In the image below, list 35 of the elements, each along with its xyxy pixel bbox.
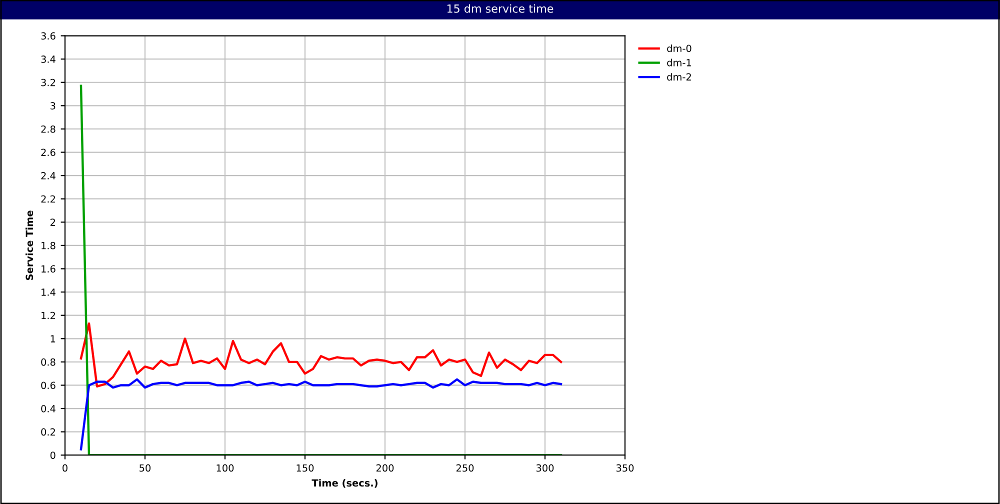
legend-label: dm-0 [667, 44, 692, 52]
y-tick-label: 3.2 [41, 78, 55, 86]
y-tick-label: 3.6 [41, 32, 56, 40]
y-tick-label: 0 [50, 452, 56, 459]
x-tick-label: 250 [456, 464, 474, 472]
x-tick-label: 0 [62, 464, 68, 472]
y-tick-label: 2.8 [41, 125, 56, 133]
x-tick-label: 300 [536, 464, 554, 472]
legend-label: dm-1 [667, 58, 692, 66]
y-tick-label: 3 [50, 102, 56, 110]
y-tick-label: 1.4 [42, 288, 56, 296]
y-tick-label: 1.6 [42, 265, 56, 273]
y-tick-label: 1.8 [42, 242, 56, 250]
y-tick-label: 3.4 [41, 56, 56, 63]
x-tick-label: 100 [216, 464, 234, 472]
y-tick-label: 2.4 [41, 172, 56, 180]
y-tick-label: 0.6 [41, 382, 56, 390]
line-series [80, 378, 562, 450]
y-tick-label: 0.8 [41, 358, 56, 366]
x-tick-label: 50 [140, 464, 151, 472]
legend-label: dm-2 [667, 73, 691, 81]
x-tick-label: 150 [296, 464, 314, 472]
line-series [80, 322, 562, 388]
y-tick-label: 1.2 [42, 312, 55, 320]
chart-title: 15 dm service time [447, 4, 554, 13]
y-tick-label: 0.4 [41, 405, 56, 412]
y-tick-label: 2 [50, 218, 55, 226]
y-tick-label: 0.2 [41, 428, 55, 436]
x-tick-label: 200 [376, 464, 394, 472]
y-axis-title: Service Time [26, 210, 34, 280]
y-tick-label: 2.2 [41, 195, 55, 203]
x-tick-label: 350 [616, 464, 634, 472]
x-axis-title: Time (secs.) [312, 479, 378, 488]
y-tick-label: 1 [50, 335, 56, 342]
y-tick-label: 2.6 [41, 148, 56, 156]
